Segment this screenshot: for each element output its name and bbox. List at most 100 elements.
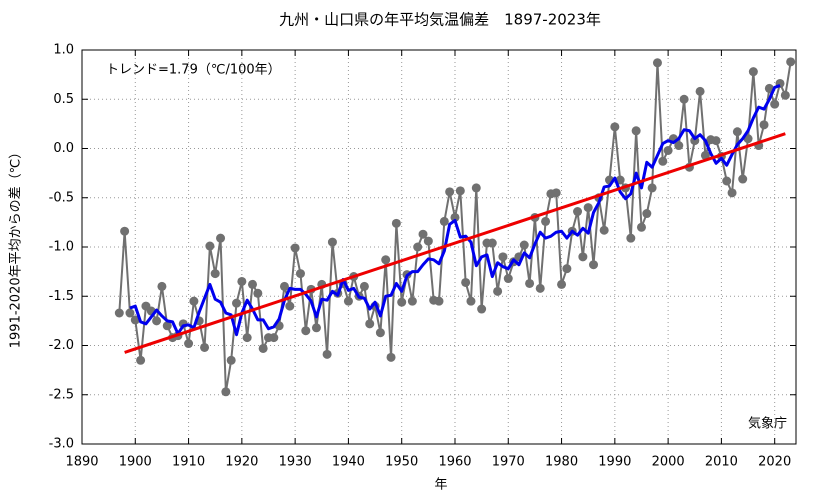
y-axis-label: 1991-2020年平均からの差（℃） (9, 146, 24, 348)
annual-point (636, 222, 646, 232)
annual-point (216, 233, 226, 243)
annual-point (519, 240, 529, 250)
annual-point (434, 296, 444, 306)
annual-point (679, 94, 689, 104)
source-note: 気象庁 (748, 416, 787, 432)
annual-point (727, 188, 737, 198)
annual-point (578, 252, 588, 262)
annual-point (562, 264, 572, 274)
annual-point (711, 136, 721, 146)
annual-point (130, 315, 140, 325)
annual-point (780, 90, 790, 100)
annual-point (221, 387, 231, 397)
annual-point (722, 176, 732, 186)
annual-point (375, 328, 385, 338)
x-tick-label: 1950 (385, 455, 418, 470)
x-tick-label: 1940 (332, 455, 365, 470)
x-tick-label: 1910 (172, 455, 205, 470)
annual-point (359, 281, 369, 291)
annual-point (652, 58, 662, 68)
annual-point (599, 225, 609, 235)
annual-point (503, 274, 513, 284)
annual-point (642, 209, 652, 219)
annual-point (631, 126, 641, 136)
x-tick-label: 2010 (705, 455, 738, 470)
annual-point (450, 212, 460, 222)
annual-point (205, 241, 215, 251)
annual-point (397, 297, 407, 307)
annual-point (583, 203, 593, 213)
annual-point (152, 316, 162, 326)
annual-point (232, 298, 242, 308)
annual-point (184, 339, 194, 349)
annual-point (439, 216, 449, 226)
annual-point (498, 252, 508, 262)
trend-line (124, 132, 786, 354)
annual-point (700, 150, 710, 160)
annual-point (477, 304, 487, 314)
annual-point (695, 86, 705, 96)
annual-point (248, 279, 258, 289)
annual-point (365, 319, 375, 329)
y-tick-label: -1.5 (49, 289, 74, 304)
annual-point (557, 279, 567, 289)
annual-point (738, 174, 748, 184)
annual-point (120, 226, 130, 236)
x-tick-label: 1980 (545, 455, 578, 470)
annual-point (551, 188, 561, 198)
annual-point (647, 183, 657, 193)
annual-point (732, 127, 742, 137)
annual-point (327, 237, 337, 247)
x-tick-label: 1900 (119, 455, 152, 470)
annual-point (493, 286, 503, 296)
annual-point (455, 186, 465, 196)
annual-point (413, 242, 423, 252)
annual-point (535, 283, 545, 293)
annual-point (279, 281, 289, 291)
y-tick-label: -0.5 (49, 190, 74, 205)
annual-point (786, 57, 796, 67)
annual-point (541, 216, 551, 226)
annual-point (253, 288, 263, 298)
annual-point (114, 308, 124, 318)
annual-point (210, 269, 220, 279)
annual-point (136, 355, 146, 365)
annual-point (242, 333, 252, 343)
y-tick-label: -2.0 (49, 338, 74, 353)
y-tick-label: -1.0 (49, 240, 74, 255)
x-tick-label: 2020 (758, 455, 791, 470)
annual-point (311, 323, 321, 333)
y-tick-label: -3.0 (49, 437, 74, 452)
annual-point (423, 236, 433, 246)
y-tick-label: -2.5 (49, 387, 74, 402)
x-tick-label: 1970 (492, 455, 525, 470)
annual-point (200, 342, 210, 352)
annual-point (759, 120, 769, 130)
annual-point (162, 321, 172, 331)
trend-annotation: トレンド=1.79（℃/100年） (106, 63, 281, 78)
annual-point (237, 276, 247, 286)
annual-point (157, 281, 167, 291)
annual-point (626, 233, 636, 243)
chart-title: 九州・山口県の年平均気温偏差 1897-2023年 (279, 11, 601, 29)
x-tick-label: 1990 (598, 455, 631, 470)
annual-point (770, 99, 780, 109)
annual-point (461, 277, 471, 287)
annual-point (471, 183, 481, 193)
x-tick-label: 1960 (438, 455, 471, 470)
annual-point (589, 260, 599, 270)
y-tick-label: 1.0 (53, 43, 74, 58)
annual-point (285, 301, 295, 311)
x-tick-label: 1930 (279, 455, 312, 470)
annual-point (322, 349, 332, 359)
annual-point (125, 308, 135, 318)
x-axis-label: 年 (434, 478, 447, 493)
annual-point (658, 156, 668, 166)
annual-point (343, 296, 353, 306)
annual-point (290, 243, 300, 253)
annual-point (391, 218, 401, 228)
y-tick-label: 0.0 (53, 141, 74, 156)
annual-point (269, 333, 279, 343)
annual-point (258, 343, 268, 353)
x-tick-label: 1920 (225, 455, 258, 470)
